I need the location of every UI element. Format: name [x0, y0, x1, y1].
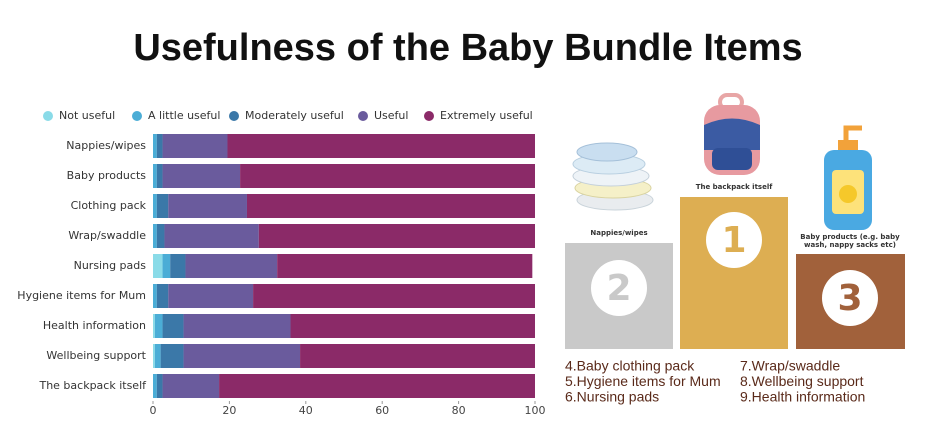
- nappies-icon: [572, 142, 654, 211]
- legend-marker: [358, 111, 368, 121]
- bar-segment: [153, 134, 157, 158]
- bar-segment: [277, 254, 533, 278]
- bar-segment: [156, 374, 163, 398]
- x-tick-label: 20: [222, 404, 236, 417]
- bar-segment: [162, 314, 184, 338]
- ranked-item: 9.Health information: [740, 389, 865, 405]
- bar-segment: [164, 224, 259, 248]
- x-tick-label: 40: [299, 404, 313, 417]
- bar-segment: [219, 374, 535, 398]
- bar-segment: [290, 314, 535, 338]
- bar-segment: [300, 344, 535, 368]
- rank-circle: [822, 270, 878, 326]
- bar-segment: [156, 194, 169, 218]
- x-tick-label: 80: [452, 404, 466, 417]
- rank-circle: [706, 212, 762, 268]
- bar-segment: [156, 224, 165, 248]
- bar-segment: [154, 314, 163, 338]
- y-tick-label: Health information: [43, 319, 146, 332]
- y-tick-label: Clothing pack: [71, 199, 147, 212]
- y-tick-label: Nappies/wipes: [66, 139, 146, 152]
- bar-segment: [162, 374, 220, 398]
- legend-label: Moderately useful: [245, 109, 344, 122]
- bar-segment: [153, 284, 157, 308]
- rank: 2: [606, 268, 631, 309]
- legend-marker: [229, 111, 239, 121]
- podium-label-box: Baby products (e.g. baby wash, nappy sac…: [800, 233, 900, 249]
- podium-label: Baby products (e.g. baby wash, nappy sac…: [800, 233, 900, 249]
- bar-segment: [253, 284, 536, 308]
- legend-marker: [43, 111, 53, 121]
- ranked-item: 7.Wrap/swaddle: [740, 358, 840, 374]
- y-tick-label: Baby products: [67, 169, 147, 182]
- bar-segment: [183, 314, 291, 338]
- bar-segment: [156, 164, 163, 188]
- bar-segment: [168, 284, 254, 308]
- bar-segment: [153, 164, 157, 188]
- legend-marker: [132, 111, 142, 121]
- legend-label: A little useful: [148, 109, 220, 122]
- bar-segment: [162, 254, 171, 278]
- bar-segment: [153, 194, 157, 218]
- bar-segment: [156, 134, 163, 158]
- ranked-item: 4.Baby clothing pack: [565, 358, 695, 374]
- legend-label: Not useful: [59, 109, 115, 122]
- y-tick-label: Nursing pads: [74, 259, 147, 272]
- x-tick-label: 100: [525, 404, 546, 417]
- bar-segment: [153, 374, 157, 398]
- bar-segment: [153, 254, 163, 278]
- podium-label: The backpack itself: [696, 183, 774, 191]
- bar-segment: [156, 284, 169, 308]
- bar-segment: [246, 194, 536, 218]
- bar-segment: [153, 224, 157, 248]
- bar-segment: [185, 254, 278, 278]
- x-tick-label: 0: [150, 404, 157, 417]
- backpack-icon: [704, 93, 760, 175]
- bar-segment: [240, 164, 535, 188]
- bottle-icon: [824, 125, 872, 230]
- x-tick-label: 60: [375, 404, 389, 417]
- legend-label: Extremely useful: [440, 109, 533, 122]
- bar-segment: [227, 134, 536, 158]
- rank-circle: [591, 260, 647, 316]
- bar-segment: [154, 344, 161, 368]
- ranked-item: 6.Nursing pads: [565, 389, 659, 405]
- bar-segment: [162, 134, 228, 158]
- y-tick-label: The backpack itself: [38, 379, 147, 392]
- ranked-item: 8.Wellbeing support: [740, 373, 864, 389]
- ranked-item: 5.Hygiene items for Mum: [565, 373, 721, 389]
- y-tick-label: Wellbeing support: [46, 349, 146, 362]
- bar-segment: [258, 224, 535, 248]
- bar-segment: [153, 314, 155, 338]
- rank: 1: [721, 220, 746, 261]
- bar-segment: [160, 344, 184, 368]
- y-tick-label: Hygiene items for Mum: [17, 289, 146, 302]
- bar-segment: [168, 194, 247, 218]
- podium-label: Nappies/wipes: [590, 229, 647, 237]
- y-tick-label: Wrap/swaddle: [68, 229, 146, 242]
- bar-segment: [162, 164, 241, 188]
- legend-label: Useful: [374, 109, 408, 122]
- bar-segment: [170, 254, 186, 278]
- bar-segment: [183, 344, 301, 368]
- legend-marker: [424, 111, 434, 121]
- bar-segment: [153, 344, 155, 368]
- rank: 3: [837, 278, 862, 319]
- chart-title: Usefulness of the Baby Bundle Items: [133, 27, 802, 69]
